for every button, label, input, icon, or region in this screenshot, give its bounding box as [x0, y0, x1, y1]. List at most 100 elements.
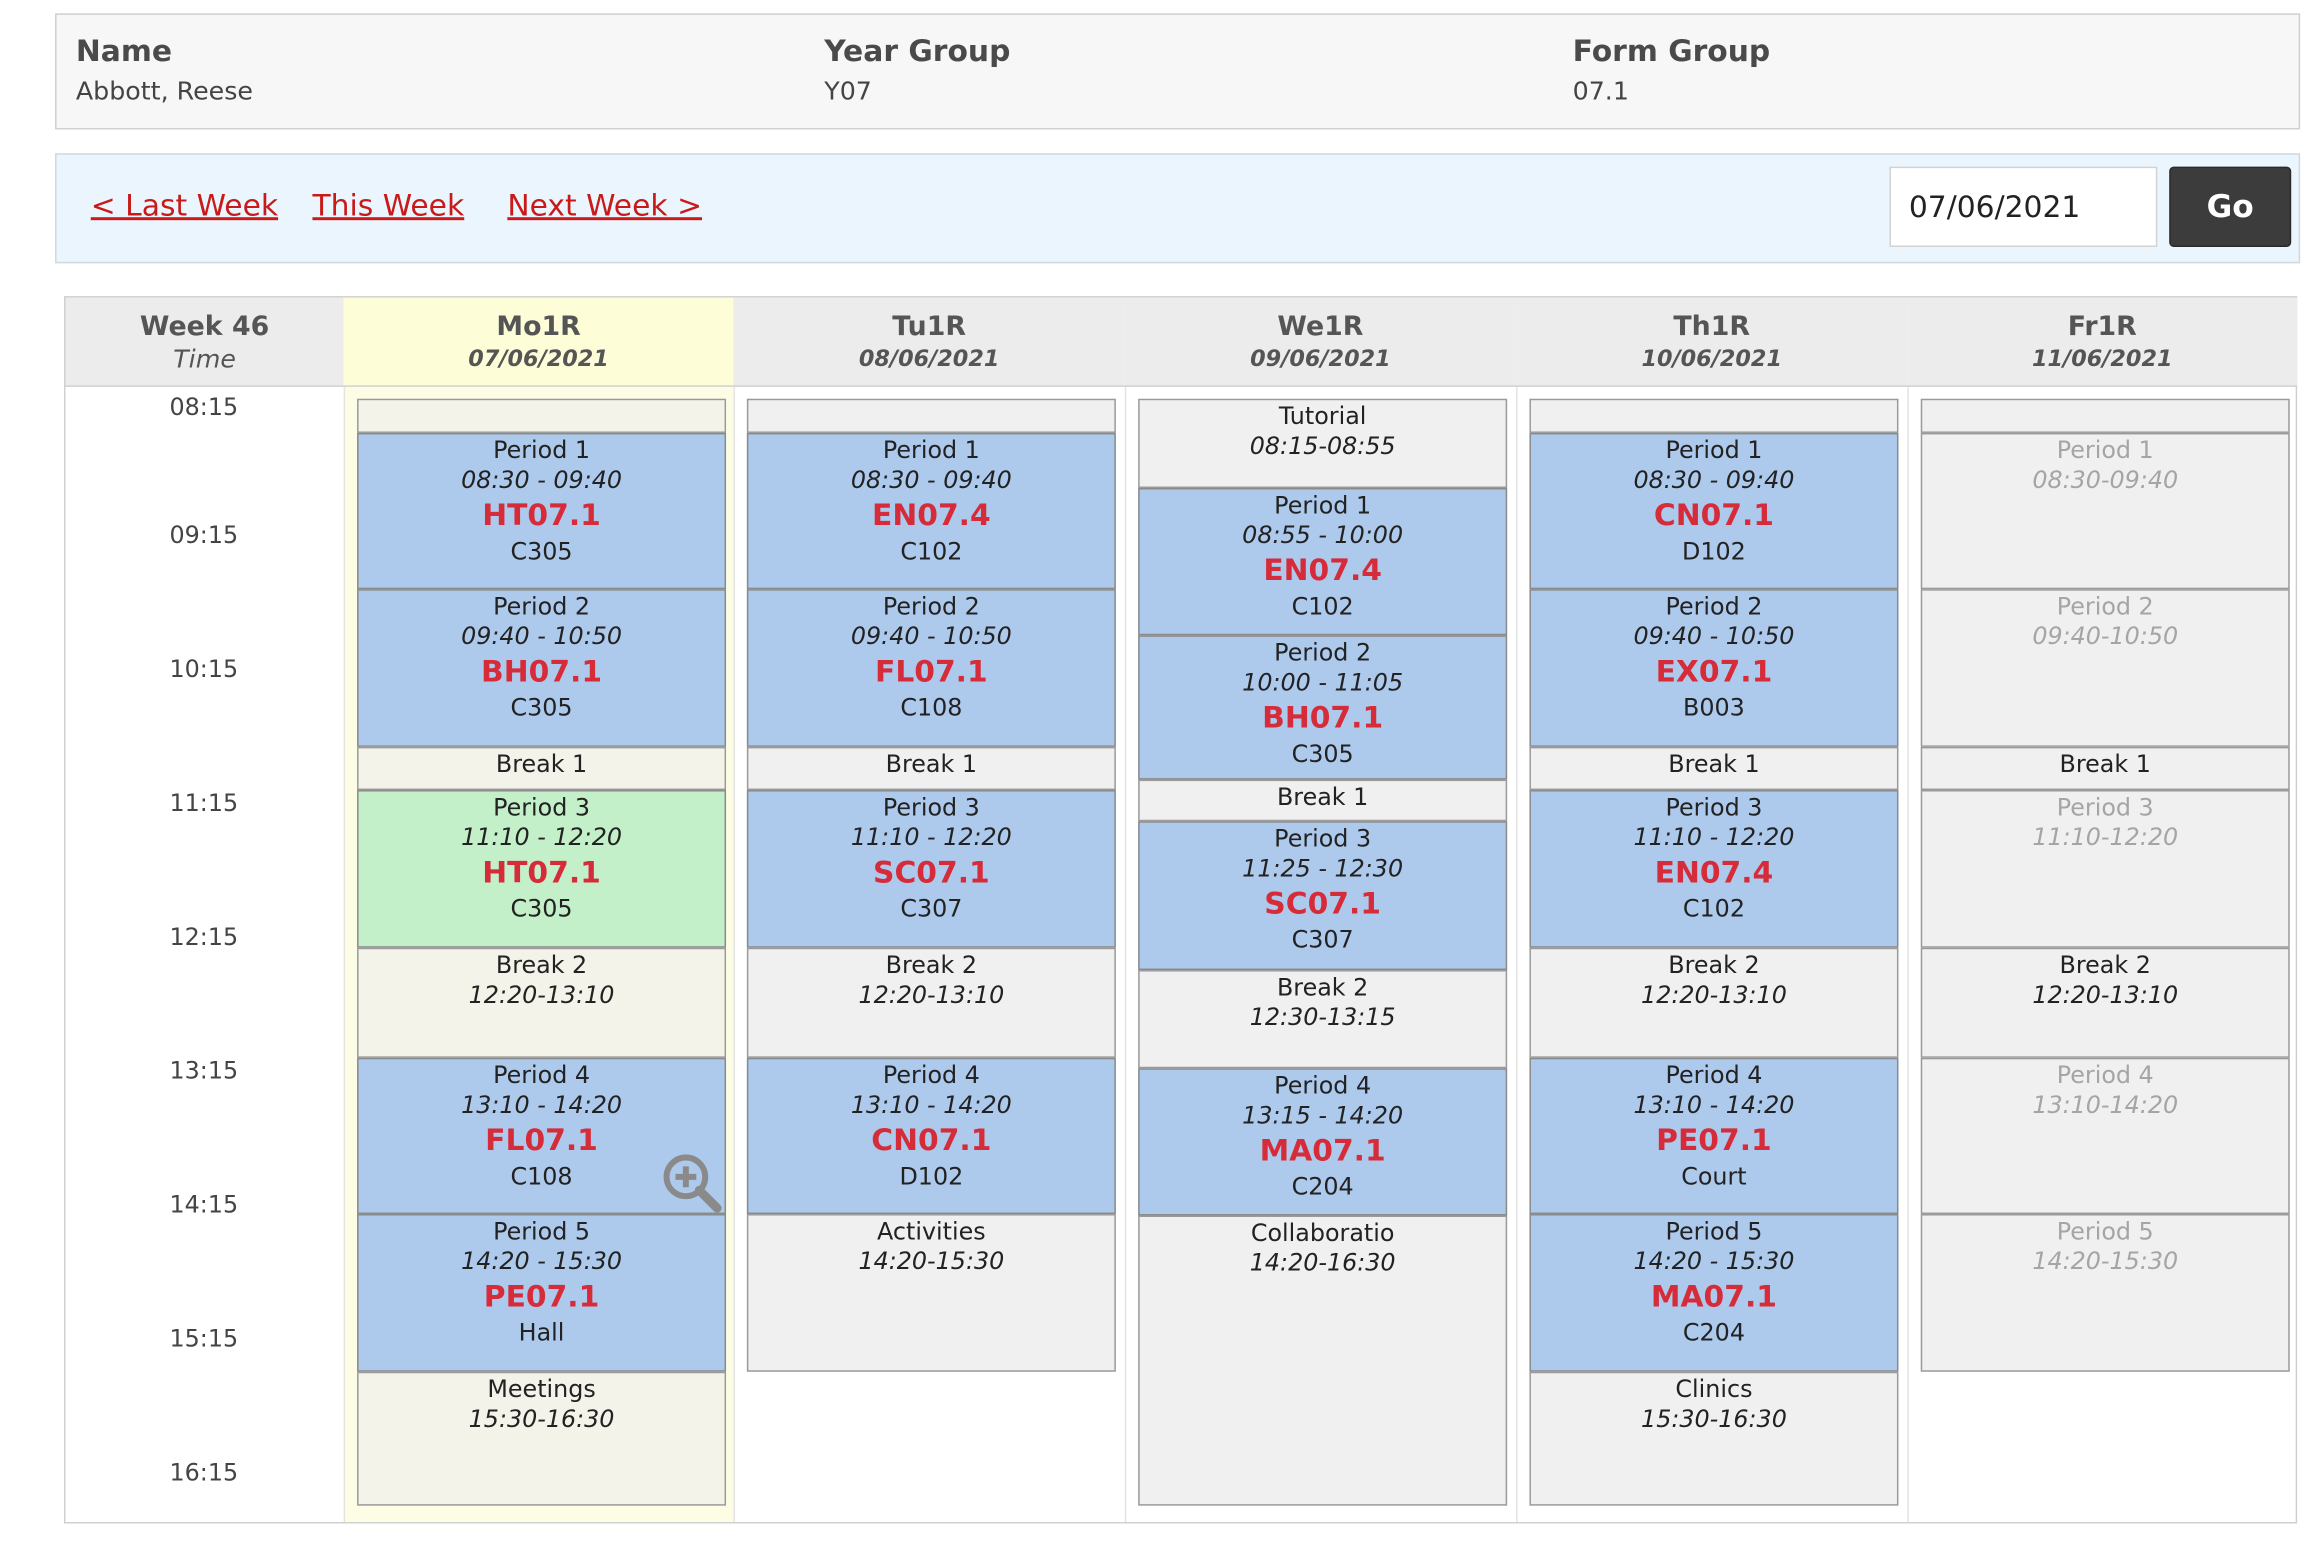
- slot-period: Period 3: [493, 792, 591, 822]
- time-label-1215: 12:15: [169, 922, 239, 951]
- lesson-slot[interactable]: Period 1 08:55 - 10:00 EN07.4 C102: [1138, 487, 1508, 636]
- slot-room: C108: [900, 693, 963, 722]
- day-column: [1124, 386, 1516, 1523]
- lesson-slot[interactable]: Period 1 08:30 - 09:40 EN07.4 C102: [746, 432, 1116, 590]
- next-week-link[interactable]: Next Week >: [507, 187, 703, 224]
- lesson-slot[interactable]: Period 4 13:15 - 14:20 MA07.1 C204: [1138, 1068, 1508, 1216]
- slot-time: 15:30-16:30: [1641, 1404, 1787, 1433]
- slot-time: 15:30-16:30: [468, 1404, 615, 1433]
- non-teaching-slot: Meetings 15:30-16:30: [357, 1371, 727, 1506]
- slot-class-code: MA07.1: [1650, 1278, 1777, 1314]
- zoom-in-icon[interactable]: [661, 1152, 723, 1214]
- lesson-slot[interactable]: Period 3 11:10 - 12:20 SC07.1 C307: [746, 790, 1116, 948]
- day-date: 09/06/2021: [1250, 345, 1391, 372]
- day-date: 08/06/2021: [858, 345, 1000, 372]
- slot-class-code: EN07.4: [1263, 551, 1382, 588]
- slot-class-code: MA07.1: [1259, 1132, 1386, 1168]
- lesson-slot[interactable]: Period 2 10:00 - 11:05 BH07.1 C305: [1138, 635, 1508, 780]
- day-column: [1907, 386, 2297, 1523]
- slot-class-code: CN07.1: [1653, 496, 1775, 533]
- year-group-label: Year Group: [824, 32, 1011, 69]
- go-button[interactable]: Go: [2169, 166, 2292, 247]
- day-date: 10/06/2021: [1641, 345, 1782, 372]
- slot-class-code: EX07.1: [1655, 653, 1773, 689]
- slot-time: 14:20 - 15:30: [461, 1246, 623, 1276]
- slot-time: 13:10-14:20: [2032, 1090, 2179, 1119]
- lesson-slot[interactable]: Period 2 09:40 - 10:50 EX07.1 B003: [1529, 589, 1899, 747]
- name-label: Name: [75, 32, 173, 69]
- slot-time: 09:40 - 10:50: [1633, 621, 1795, 651]
- week-label: Week 46: [139, 310, 270, 343]
- last-week-link[interactable]: < Last Week: [90, 187, 279, 224]
- slot-time: 12:20-13:10: [1641, 980, 1787, 1009]
- lesson-slot[interactable]: Period 1 08:30 - 09:40 CN07.1 D102: [1529, 432, 1899, 590]
- lesson-slot[interactable]: Period 4 13:10 - 14:20 CN07.1 D102: [746, 1057, 1116, 1215]
- day-header: Mo1R 07/06/2021: [343, 297, 734, 387]
- this-week-link[interactable]: This Week: [312, 187, 465, 224]
- lesson-slot[interactable]: Period 3 11:10 - 12:20 EN07.4 C102: [1529, 790, 1899, 948]
- slot-period: Period 3: [2056, 792, 2154, 822]
- slot-class-code: EN07.4: [1654, 853, 1774, 890]
- non-teaching-slot: Period 2 09:40-10:50: [1920, 589, 2290, 747]
- slot-room: C204: [1291, 1172, 1354, 1201]
- lesson-slot[interactable]: Period 5 14:20 - 15:30 MA07.1 C204: [1529, 1214, 1899, 1372]
- slot-time: 09:40 - 10:50: [461, 621, 623, 651]
- lesson-slot[interactable]: Period 1 08:30 - 09:40 HT07.1 C305: [357, 432, 727, 590]
- empty-slot: [1529, 398, 1899, 433]
- date-input[interactable]: [1889, 166, 2158, 247]
- slot-period: Break 1: [1276, 782, 1369, 811]
- slot-time: 12:20-13:10: [858, 980, 1005, 1009]
- non-teaching-slot: Period 1 08:30-09:40: [1920, 432, 2290, 590]
- non-teaching-slot: Break 1: [357, 746, 727, 791]
- slot-room: C204: [1682, 1318, 1745, 1347]
- slot-class-code: PE07.1: [1656, 1121, 1772, 1158]
- slot-time: 08:55 - 10:00: [1242, 520, 1404, 549]
- day-header: Fr1R 11/06/2021: [1907, 297, 2298, 387]
- slot-period: Tutorial: [1278, 401, 1367, 430]
- slot-period: Period 1: [1665, 435, 1763, 465]
- lesson-slot[interactable]: Period 3 11:25 - 12:30 SC07.1 C307: [1138, 821, 1508, 971]
- slot-class-code: HT07.1: [482, 496, 601, 533]
- non-teaching-slot: Break 2 12:20-13:10: [1529, 947, 1899, 1058]
- slot-period: Period 1: [2056, 435, 2154, 465]
- time-label-1515: 15:15: [169, 1324, 239, 1353]
- slot-period: Break 1: [2059, 749, 2151, 779]
- slot-time: 11:25 - 12:30: [1242, 853, 1404, 883]
- slot-room: C305: [510, 537, 573, 566]
- slot-time: 08:30 - 09:40: [1633, 465, 1795, 494]
- slot-class-code: BH07.1: [1262, 699, 1384, 735]
- slot-class-code: CN07.1: [871, 1121, 992, 1158]
- student-name-field: Name Abbott, Reese: [76, 33, 253, 107]
- slot-period: Period 2: [2056, 592, 2154, 621]
- day-code: Tu1R: [892, 310, 966, 343]
- slot-time: 09:40-10:50: [2032, 621, 2179, 651]
- time-label-0915: 09:15: [169, 520, 239, 549]
- slot-time: 09:40 - 10:50: [850, 621, 1012, 651]
- slot-class-code: EN07.4: [872, 496, 991, 533]
- lesson-slot[interactable]: Period 4 13:10 - 14:20 PE07.1 Court: [1529, 1057, 1899, 1215]
- lesson-slot[interactable]: Period 4 13:10 - 14:20 FL07.1 C108: [357, 1057, 727, 1215]
- day-code: Th1R: [1673, 310, 1751, 343]
- slot-time: 10:00 - 11:05: [1242, 668, 1404, 697]
- day-code: Mo1R: [496, 310, 581, 343]
- day-code: Fr1R: [2067, 310, 2137, 343]
- time-label-1415: 14:15: [169, 1190, 239, 1219]
- slot-class-code: SC07.1: [873, 853, 990, 890]
- lesson-slot[interactable]: Period 5 14:20 - 15:30 PE07.1 Hall: [357, 1214, 727, 1372]
- slot-period: Break 2: [495, 950, 588, 979]
- empty-slot: [1920, 398, 2290, 433]
- slot-class-code: HT07.1: [482, 853, 601, 890]
- slot-period: Meetings: [487, 1374, 596, 1403]
- non-teaching-slot: Break 1: [1920, 746, 2290, 791]
- lesson-slot[interactable]: Period 3 11:10 - 12:20 HT07.1 C305: [357, 790, 727, 948]
- lesson-slot[interactable]: Period 2 09:40 - 10:50 FL07.1 C108: [746, 589, 1116, 747]
- form-group-field: Form Group 07.1: [1573, 33, 1771, 107]
- non-teaching-slot: Break 2 12:20-13:10: [1920, 947, 2290, 1058]
- day-column: [733, 386, 1124, 1523]
- slot-period: Clinics: [1675, 1374, 1753, 1403]
- slot-room: C102: [1291, 592, 1354, 621]
- slot-time: 11:10 - 12:20: [1633, 822, 1795, 852]
- lesson-slot[interactable]: Period 2 09:40 - 10:50 BH07.1 C305: [357, 589, 727, 747]
- slot-time: 11:10-12:20: [2032, 822, 2179, 852]
- time-label: Time: [173, 345, 236, 375]
